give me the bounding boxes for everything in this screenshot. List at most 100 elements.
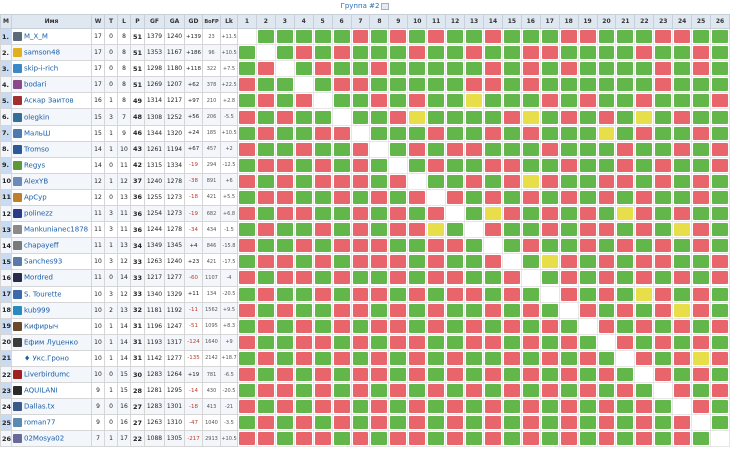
match-cell[interactable] — [274, 382, 295, 400]
match-cell[interactable] — [558, 253, 579, 271]
win-result[interactable] — [257, 335, 274, 349]
match-cell[interactable] — [634, 156, 655, 174]
match-cell[interactable] — [312, 140, 333, 158]
win-result[interactable] — [276, 142, 293, 156]
win-result[interactable] — [257, 271, 274, 285]
match-cell[interactable] — [634, 430, 655, 448]
win-result[interactable] — [598, 351, 615, 365]
match-cell[interactable] — [653, 60, 674, 78]
match-cell[interactable] — [312, 60, 333, 78]
match-cell[interactable] — [520, 237, 541, 255]
win-result[interactable] — [693, 207, 710, 221]
match-cell[interactable] — [255, 430, 276, 448]
loss-result[interactable] — [352, 158, 369, 172]
loss-result[interactable] — [484, 416, 501, 430]
win-result[interactable] — [295, 223, 312, 237]
match-cell[interactable] — [350, 430, 371, 448]
match-cell[interactable] — [407, 156, 428, 174]
match-cell[interactable] — [407, 430, 428, 448]
win-result[interactable] — [466, 158, 482, 172]
match-cell[interactable] — [293, 382, 314, 400]
win-result[interactable] — [239, 158, 255, 172]
match-cell[interactable] — [312, 76, 333, 94]
match-cell[interactable] — [274, 108, 295, 126]
match-cell[interactable] — [331, 414, 352, 432]
match-cell[interactable] — [634, 188, 655, 207]
win-result[interactable] — [257, 239, 274, 253]
win-result[interactable] — [466, 255, 482, 269]
win-result[interactable] — [409, 239, 426, 253]
match-cell[interactable] — [520, 430, 541, 448]
match-cell[interactable] — [520, 27, 541, 46]
win-result[interactable] — [314, 46, 331, 60]
match-cell[interactable] — [331, 44, 352, 62]
col-p-header[interactable]: P — [130, 14, 145, 29]
match-cell[interactable] — [558, 221, 579, 239]
match-cell[interactable] — [539, 27, 560, 46]
match-cell[interactable] — [615, 188, 636, 207]
win-result[interactable] — [598, 142, 615, 156]
loss-result[interactable] — [428, 207, 445, 221]
match-cell[interactable] — [464, 27, 484, 46]
match-cell[interactable] — [501, 285, 522, 303]
match-cell[interactable] — [445, 188, 466, 207]
loss-result[interactable] — [466, 287, 482, 301]
match-cell[interactable] — [464, 398, 484, 416]
match-cell[interactable] — [350, 205, 371, 223]
loss-result[interactable] — [276, 110, 293, 124]
match-cell[interactable] — [501, 382, 522, 400]
match-cell[interactable] — [539, 140, 560, 158]
player-link[interactable]: Mordred — [24, 273, 53, 282]
match-cell[interactable] — [577, 188, 598, 207]
loss-result[interactable] — [712, 384, 728, 398]
loss-result[interactable] — [655, 174, 672, 188]
win-result[interactable] — [295, 384, 312, 398]
match-cell[interactable] — [237, 140, 257, 158]
draw-result[interactable] — [674, 303, 691, 317]
col-opponent-header[interactable]: 2 — [255, 14, 276, 29]
match-cell[interactable] — [293, 172, 314, 190]
match-cell[interactable] — [482, 382, 503, 400]
col-t-header[interactable]: T — [104, 14, 118, 29]
win-result[interactable] — [503, 62, 520, 76]
match-cell[interactable] — [407, 414, 428, 432]
match-cell[interactable] — [672, 414, 693, 432]
match-cell[interactable] — [293, 92, 314, 110]
match-cell[interactable] — [672, 333, 693, 351]
match-cell[interactable] — [369, 414, 390, 432]
win-result[interactable] — [598, 207, 615, 221]
match-cell[interactable] — [634, 27, 655, 46]
loss-result[interactable] — [276, 400, 293, 414]
match-cell[interactable] — [596, 301, 617, 319]
loss-result[interactable] — [579, 223, 596, 237]
match-cell[interactable] — [464, 301, 484, 319]
loss-result[interactable] — [390, 335, 407, 349]
win-result[interactable] — [239, 190, 255, 204]
match-cell[interactable] — [653, 172, 674, 190]
loss-result[interactable] — [503, 207, 520, 221]
match-cell[interactable] — [482, 365, 503, 384]
match-cell[interactable] — [577, 221, 598, 239]
col-opponent-header[interactable]: 12 — [445, 14, 466, 29]
loss-result[interactable] — [466, 142, 482, 156]
match-cell[interactable] — [293, 414, 314, 432]
loss-result[interactable] — [390, 30, 407, 44]
loss-result[interactable] — [636, 223, 653, 237]
match-cell[interactable] — [464, 317, 484, 335]
match-cell[interactable] — [350, 172, 371, 190]
win-result[interactable] — [712, 46, 728, 60]
loss-result[interactable] — [466, 46, 482, 60]
col-opponent-header[interactable]: 9 — [388, 14, 409, 29]
match-cell[interactable] — [369, 44, 390, 62]
match-cell[interactable] — [710, 205, 730, 223]
loss-result[interactable] — [333, 46, 350, 60]
win-result[interactable] — [409, 255, 426, 269]
loss-result[interactable] — [257, 62, 274, 76]
win-result[interactable] — [447, 78, 464, 92]
match-cell[interactable] — [558, 382, 579, 400]
match-cell[interactable] — [350, 76, 371, 94]
loss-result[interactable] — [522, 78, 539, 92]
win-result[interactable] — [390, 62, 407, 76]
loss-result[interactable] — [655, 287, 672, 301]
match-cell[interactable] — [577, 140, 598, 158]
